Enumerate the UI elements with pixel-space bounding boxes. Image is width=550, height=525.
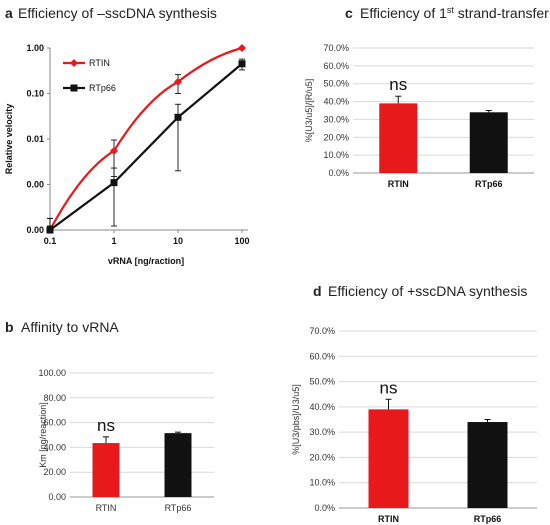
x-axis-label: vRNA [ng/raction] [108, 256, 184, 266]
y-tick-label: 60.00 [43, 418, 66, 428]
y-tick-label: 10.0% [309, 478, 335, 488]
y-tick-label: 50.0% [323, 79, 349, 89]
y-axis-label: %[U3/pbs]/U3/u5] [291, 384, 301, 455]
series-line-rtp66 [49, 62, 243, 231]
y-tick-label: 60.0% [309, 351, 335, 361]
y-tick-label: 20.00 [43, 467, 66, 477]
y-axis-label: Km [ng/reaction] [38, 402, 48, 468]
panel-d-title: Efficiency of +sscDNA synthesis [328, 283, 527, 299]
bar-rtp66 [469, 112, 508, 173]
y-tick-label: 0.00 [48, 492, 66, 502]
y-tick-label: 0.10 [26, 89, 44, 99]
y-tick-label: 1.00 [26, 43, 44, 53]
y-tick-label: 30.0% [323, 114, 349, 124]
chart-d-bar: 0.0% 10.0% 20.0% 30.0% 40.0% 50.0% 60.0% 70.0%%… [291, 326, 537, 524]
y-tick-label: 0.00 [26, 180, 44, 190]
x-tick-label: 100 [234, 236, 249, 246]
y-tick-label: 0.00 [26, 225, 44, 235]
data-point-rtp66 [110, 179, 118, 187]
bar-rtp66 [164, 433, 192, 497]
y-tick-label: 70.0% [323, 43, 349, 53]
y-tick-label: 60.0% [323, 61, 349, 71]
legend-marker-rtp66 [70, 84, 78, 92]
panel-c-title-sup: st [447, 5, 455, 15]
y-tick-label: 0.0% [328, 168, 349, 178]
data-point-rtp66 [238, 60, 246, 68]
data-point-rtin [110, 146, 118, 155]
legend-label-rtp66: RTp66 [89, 83, 116, 93]
panel-a-title: Efficiency of –sscDNA synthesis [18, 5, 217, 21]
panel-c-title-rest: strand-transfer [454, 5, 549, 21]
panel-c-title-main: Efficiency of 1 [360, 5, 447, 21]
significance-label: ns [389, 75, 407, 94]
panel-a-letter: a [5, 5, 13, 21]
bar-rtin [379, 103, 418, 173]
y-tick-label: 0.0% [314, 503, 335, 513]
y-tick-label: 20.0% [309, 452, 335, 462]
y-axis-label: %[U3/u5]/[R/u5] [304, 79, 314, 143]
series-line-rtin [49, 46, 243, 231]
x-tick-label: 10 [173, 236, 183, 246]
significance-label: ns [380, 378, 398, 397]
data-point-rtp66 [46, 226, 54, 234]
category-label-rtin: RTIN [378, 514, 399, 524]
y-tick-label: 80.00 [43, 393, 66, 403]
bar-rtin [368, 409, 409, 508]
legend-marker-rtin [70, 59, 78, 67]
y-tick-label: 40.0% [309, 402, 335, 412]
y-tick-label: 40.0% [323, 97, 349, 107]
chart-b-bar: 0.00 20.00 40.00 60.00 80.00 100.00 Km [ng/rea… [38, 368, 214, 513]
category-label-rtp66: RTp66 [475, 179, 503, 189]
chart-a-line: 0.00 0.00 0.01 0.10 1.00 0.1 1 10 100 vRNA [ng/ra… [4, 43, 250, 266]
panel-c-title: Efficiency of 1st strand-transfer [360, 5, 549, 21]
data-point-rtin [238, 44, 246, 52]
category-label-rtp66: RTp66 [165, 503, 192, 513]
y-tick-label: 20.0% [323, 132, 349, 142]
data-point-rtp66 [174, 113, 182, 121]
data-point-rtin [174, 77, 182, 86]
y-tick-label: 50.0% [309, 377, 335, 387]
y-tick-label: 40.00 [43, 442, 66, 452]
category-label-rtp66: RTp66 [474, 514, 502, 524]
y-tick-label: 100.00 [38, 368, 66, 378]
bar-rtp66 [467, 422, 508, 508]
category-label-rtin: RTIN [388, 179, 409, 189]
y-tick-label: 70.0% [309, 326, 335, 336]
panel-b-letter: b [5, 319, 14, 335]
y-tick-label: 30.0% [309, 427, 335, 437]
y-axis-label: Relative velocity [4, 104, 14, 175]
panel-b-title: Affinity to vRNA [21, 319, 119, 335]
x-tick-label: 0.1 [44, 236, 57, 246]
y-tick-label: 10.0% [323, 150, 349, 160]
legend-label-rtin: RTIN [89, 58, 110, 68]
chart-c-bar: 0.0% 10.0% 20.0% 30.0% 40.0% 50.0% 60.0% 70.0%%… [304, 43, 534, 189]
bar-rtin [92, 443, 120, 497]
category-label-rtin: RTIN [96, 503, 117, 513]
x-tick-label: 1 [111, 236, 116, 246]
panel-d-letter: d [313, 283, 322, 299]
y-tick-label: 0.01 [26, 134, 44, 144]
significance-label: ns [97, 416, 115, 435]
panel-c-letter: c [345, 5, 353, 21]
